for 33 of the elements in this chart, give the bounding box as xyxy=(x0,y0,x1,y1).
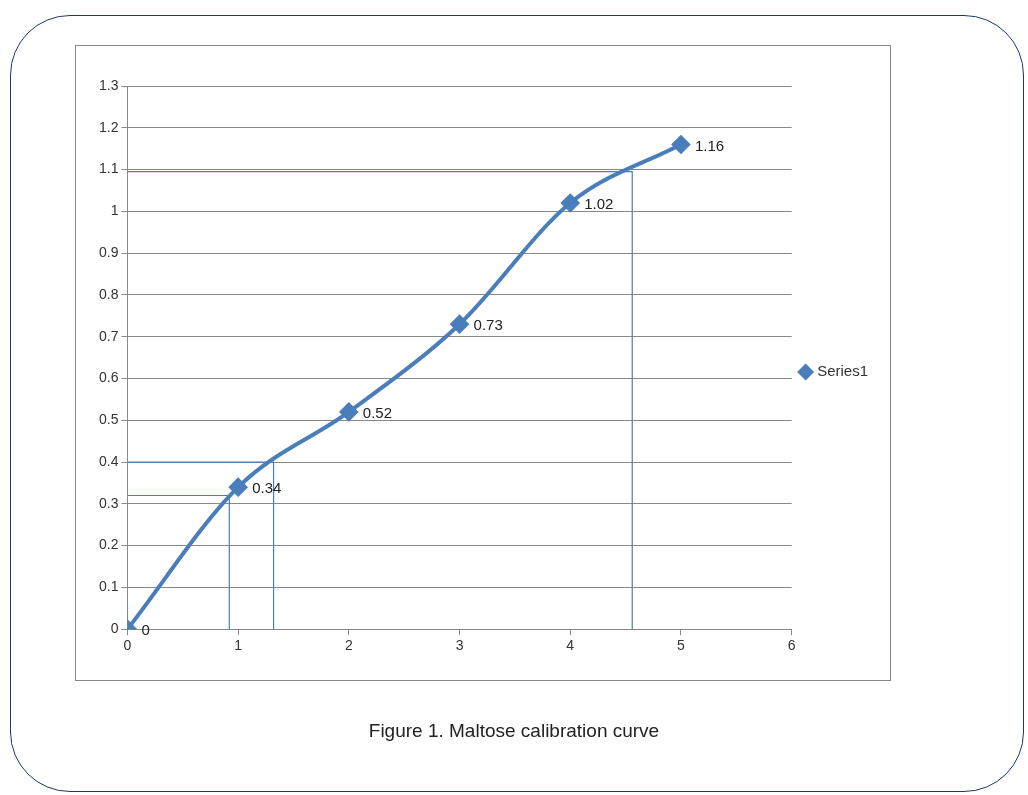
data-label: 0.52 xyxy=(362,404,393,422)
y-tick-label: 0.2 xyxy=(98,536,119,553)
data-label: 0.73 xyxy=(473,316,503,334)
point xyxy=(339,402,358,421)
y-tick-label: 0.4 xyxy=(98,452,119,469)
x-tick-label: 6 xyxy=(787,637,796,654)
data-label: 1.16 xyxy=(694,136,725,154)
point xyxy=(561,194,580,212)
x-tick-label: 4 xyxy=(566,637,575,654)
y-tick-label: 1.2 xyxy=(98,118,119,135)
x-tick-label: 1 xyxy=(234,637,243,654)
y-tick-label: 0.6 xyxy=(98,369,119,386)
x-tick-label: 5 xyxy=(677,637,686,654)
x-tick-label: 0 xyxy=(123,637,132,654)
y-tick-label: 1 xyxy=(110,202,119,219)
y-tick-label: 0.3 xyxy=(98,494,119,511)
x-tick-label: 2 xyxy=(344,637,353,654)
legend-label: Series1 xyxy=(817,362,868,380)
x-tick-label: 3 xyxy=(455,637,464,654)
y-tick-label: 0.1 xyxy=(98,578,119,595)
point xyxy=(450,315,469,334)
text: Figure 1. Maltose calibration curve xyxy=(367,720,661,742)
y-tick-label: 0 xyxy=(110,620,119,637)
data-label: 0 xyxy=(141,621,150,639)
y-tick-label: 0.7 xyxy=(98,327,119,344)
y-tick-label: 0.5 xyxy=(98,411,119,428)
point xyxy=(671,135,690,154)
y-tick-label: 1.1 xyxy=(98,160,119,177)
point xyxy=(229,478,248,497)
data-label: 1.02 xyxy=(584,195,614,213)
y-tick-label: 0.8 xyxy=(98,285,119,302)
y-tick-label: 1.3 xyxy=(98,76,119,93)
y-tick-label: 0.9 xyxy=(98,244,119,260)
